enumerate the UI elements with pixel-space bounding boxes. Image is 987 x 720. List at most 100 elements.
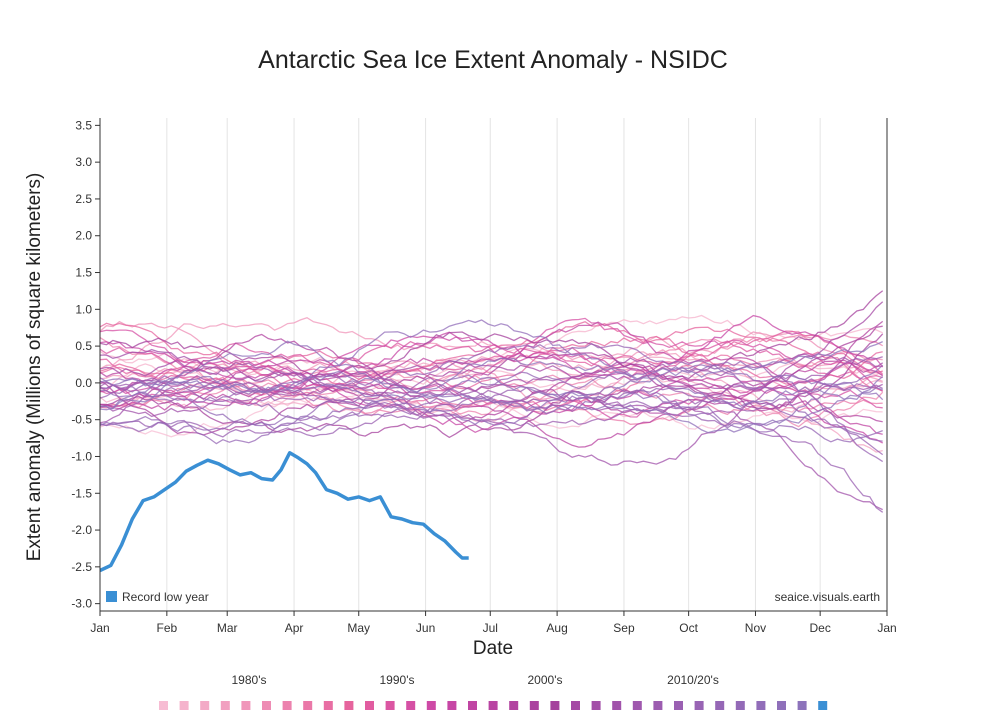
legend-label: Record low year: [122, 590, 209, 604]
x-tick-label: Aug: [546, 621, 567, 635]
record-low-series: [99, 451, 469, 573]
decade-swatch: [447, 701, 457, 710]
x-tick-label: May: [347, 621, 370, 635]
y-tick-label: -2.5: [71, 560, 92, 574]
decade-swatch: [612, 701, 622, 710]
x-tick-label: Oct: [679, 621, 698, 635]
decade-label: 1990's: [380, 673, 415, 687]
y-tick-label: 0.0: [75, 376, 92, 390]
decade-swatch: [777, 701, 786, 710]
x-tick-label: Dec: [809, 621, 830, 635]
axes: 3.5 3.0 2.5 2.0 1.5 1.0 0.5 0.0 -0.5 -1.0 -1.5 -2.0…: [71, 118, 897, 635]
history-line: [99, 320, 884, 424]
x-tick-label: Apr: [285, 621, 304, 635]
decade-swatch: [282, 701, 292, 710]
decade-swatch: [571, 701, 580, 710]
decade-swatch: [653, 701, 663, 710]
decade-swatch: [735, 701, 745, 710]
decade-swatch: [323, 701, 333, 710]
decade-swatch: [406, 701, 416, 710]
y-tick-label: -2.0: [71, 523, 92, 537]
decade-swatch: [509, 701, 519, 710]
y-tick-label: 0.5: [75, 339, 92, 353]
history-line: [99, 359, 884, 444]
decade-swatch: [303, 701, 313, 710]
x-tick-label: Jul: [483, 621, 498, 635]
decade-swatch: [385, 701, 395, 710]
history-line: [99, 340, 883, 380]
y-tick-label: 1.5: [75, 266, 92, 280]
history-line: [99, 386, 883, 445]
history-line: [99, 370, 883, 434]
decade-label: 2010/20's: [667, 673, 719, 687]
decade-swatch: [344, 701, 354, 710]
decade-swatch: [159, 701, 168, 710]
x-axis-label: Date: [473, 638, 513, 659]
decade-swatch: [715, 701, 725, 710]
history-line: [99, 319, 884, 401]
history-line: [99, 348, 884, 405]
y-tick-label: 1.0: [75, 302, 92, 316]
decade-swatch: [550, 701, 560, 710]
decade-swatch: [632, 701, 642, 710]
decade-legend: 1980's 1990's 2000's 2010/20's: [159, 673, 828, 710]
record-low-line: [99, 451, 469, 573]
watermark: seaice.visuals.earth: [775, 590, 880, 604]
y-axis-label: Extent anomaly (Millions of square kilom…: [24, 173, 45, 562]
decade-swatch: [694, 701, 704, 710]
decade-swatch: [674, 701, 683, 710]
decade-swatch: [220, 701, 230, 710]
y-tick-label: 3.5: [75, 118, 92, 132]
history-line: [99, 314, 884, 380]
decade-swatch: [818, 701, 828, 710]
y-tick-label: 2.5: [75, 192, 92, 206]
x-tick-label: Feb: [156, 621, 177, 635]
decade-swatch: [179, 701, 189, 710]
history-line: [99, 330, 884, 383]
history-line: [99, 301, 884, 391]
y-tick-label: 2.0: [75, 229, 92, 243]
decade-swatch: [426, 701, 436, 710]
x-tick-label: Nov: [745, 621, 766, 635]
decade-swatch: [262, 701, 271, 710]
history-line: [99, 341, 883, 410]
x-tick-label: Jan: [877, 621, 896, 635]
decade-swatch: [797, 701, 807, 710]
x-tick-label: Jan: [90, 621, 109, 635]
y-tick-label: -3.0: [71, 597, 92, 611]
history-line: [99, 340, 884, 411]
decade-swatch: [529, 701, 539, 710]
decade-label: 1980's: [232, 673, 267, 687]
x-tick-label: Mar: [217, 621, 238, 635]
decade-swatch: [591, 701, 601, 710]
historical-series: [99, 290, 884, 513]
decade-swatch: [488, 701, 498, 710]
history-line: [99, 317, 884, 393]
history-line: [99, 333, 884, 439]
history-line: [99, 364, 884, 429]
history-line: [99, 378, 883, 466]
decade-swatch: [200, 701, 210, 710]
decade-swatch: [756, 701, 766, 710]
history-line: [99, 356, 883, 413]
history-line: [100, 321, 883, 435]
history-line: [99, 359, 884, 448]
decade-swatch: [241, 701, 251, 710]
legend: Record low year: [106, 590, 209, 604]
x-tick-label: Sep: [613, 621, 635, 635]
decade-swatch: [365, 701, 374, 710]
history-line: [99, 320, 883, 385]
history-line: [99, 364, 883, 442]
history-line: [99, 342, 884, 463]
y-tick-label: 3.0: [75, 155, 92, 169]
y-tick-label: -1.0: [71, 449, 92, 463]
decade-swatch: [468, 701, 477, 710]
history-line: [99, 378, 883, 428]
chart-title: Antarctic Sea Ice Extent Anomaly - NSIDC: [258, 46, 728, 74]
y-tick-label: -1.5: [71, 486, 92, 500]
history-line: [99, 325, 883, 436]
legend-swatch: [106, 591, 117, 602]
y-tick-label: -0.5: [71, 413, 92, 427]
decade-label: 2000's: [528, 673, 563, 687]
